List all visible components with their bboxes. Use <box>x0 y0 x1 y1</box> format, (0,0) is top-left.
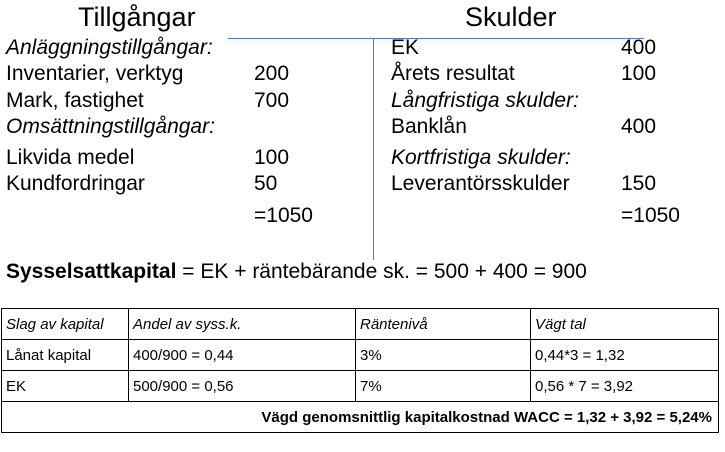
liability-row-label: EK <box>391 36 420 59</box>
table-cell: 400/900 = 0,44 <box>128 339 356 371</box>
liability-row-value: 100 <box>621 62 657 85</box>
table-cell: 3% <box>355 339 531 371</box>
asset-row-label: Mark, fastighet <box>6 89 144 112</box>
asset-row-value: 200 <box>254 62 290 85</box>
fixed-assets-heading: Anläggningstillgångar: <box>6 36 213 59</box>
asset-row-value: 100 <box>254 146 290 169</box>
table-header-cell: Vägt tal <box>530 308 719 340</box>
table-header-cell: Andel av syss.k. <box>128 308 356 340</box>
liabilities-total: =1050 <box>621 204 680 227</box>
shortterm-liabilities-heading: Kortfristiga skulder: <box>391 146 571 169</box>
assets-total: =1050 <box>254 204 313 227</box>
liability-row-value: 150 <box>621 172 657 195</box>
table-cell: 500/900 = 0,56 <box>128 370 356 402</box>
table-cell: 0,56 * 7 = 3,92 <box>530 370 719 402</box>
longterm-liabilities-heading: Långfristiga skulder: <box>391 89 579 112</box>
t-account-vertical-line <box>373 38 374 260</box>
asset-row-value: 700 <box>254 89 290 112</box>
table-header-row: Slag av kapital Andel av syss.k. Ränteni… <box>1 308 719 340</box>
table-total-row: Vägd genomsnittlig kapitalkostnad WACC =… <box>1 401 719 433</box>
table-row: EK 500/900 = 0,56 7% 0,56 * 7 = 3,92 <box>1 370 719 402</box>
table-cell: 0,44*3 = 1,32 <box>530 339 719 371</box>
liability-row-value: 400 <box>621 115 657 138</box>
current-assets-heading: Omsättningstillgångar: <box>6 115 215 138</box>
table-cell: 7% <box>355 370 531 402</box>
t-account-horizontal-line <box>228 38 644 39</box>
table-cell: Lånat kapital <box>1 339 129 371</box>
table-header-cell: Slag av kapital <box>1 308 129 340</box>
liability-row-value: 400 <box>621 36 657 59</box>
table-cell: EK <box>1 370 129 402</box>
assets-heading: Tillgångar <box>78 2 196 32</box>
formula-term: Sysselsattkapital <box>6 260 177 283</box>
formula-expression: = EK + räntebärande sk. = 500 + 400 = 90… <box>176 260 587 283</box>
liabilities-heading: Skulder <box>465 2 557 32</box>
employed-capital-formula: Sysselsattkapital = EK + räntebärande sk… <box>6 260 587 284</box>
table-header-cell: Räntenivå <box>355 308 531 340</box>
liability-row-label: Banklån <box>391 115 467 138</box>
asset-row-label: Likvida medel <box>6 146 135 169</box>
wacc-total: Vägd genomsnittlig kapitalkostnad WACC =… <box>1 401 719 433</box>
asset-row-value: 50 <box>254 172 278 195</box>
asset-row-label: Inventarier, verktyg <box>6 62 184 85</box>
asset-row-label: Kundfordringar <box>6 172 145 195</box>
wacc-table: Slag av kapital Andel av syss.k. Ränteni… <box>1 308 719 433</box>
table-row: Lånat kapital 400/900 = 0,44 3% 0,44*3 =… <box>1 339 719 371</box>
liability-row-label: Leverantörsskulder <box>391 172 570 195</box>
liability-row-label: Årets resultat <box>391 62 515 85</box>
